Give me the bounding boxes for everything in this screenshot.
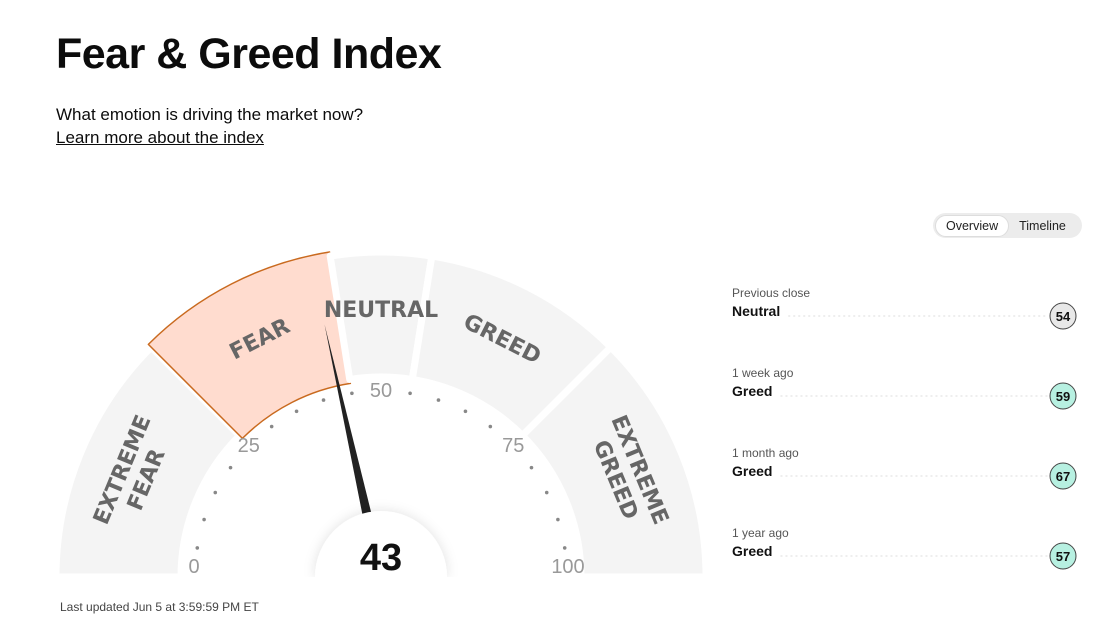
center-disc <box>315 511 447 577</box>
minor-dot <box>463 409 468 414</box>
gauge-segment <box>147 251 352 440</box>
tick-label: 75 <box>502 435 524 457</box>
subtitle: What emotion is driving the market now? <box>56 105 364 124</box>
baseline-mask <box>301 577 461 597</box>
tick-label: 50 <box>370 380 392 402</box>
history-label: Previous close <box>732 286 810 300</box>
gauge-segment <box>518 343 710 581</box>
history-value: 67 <box>1056 469 1070 484</box>
minor-dot <box>488 424 493 429</box>
minor-dot <box>213 490 218 495</box>
minor-dot <box>228 465 233 470</box>
history-rating: Greed <box>732 543 772 559</box>
minor-dot <box>294 409 299 414</box>
view-toggle: Overview Timeline <box>933 213 1082 238</box>
history-rating: Greed <box>732 463 772 479</box>
segment-label: NEUTRAL <box>324 298 438 323</box>
tick-label: 25 <box>238 435 260 457</box>
history-rating: Neutral <box>732 303 780 319</box>
minor-dot <box>195 546 200 550</box>
minor-dot <box>321 398 326 402</box>
segment-label-line: NEUTRAL <box>324 298 438 323</box>
tick-label: 0 <box>188 556 199 578</box>
minor-dot <box>269 424 274 429</box>
history-badge <box>1049 302 1077 330</box>
learn-more-link[interactable]: Learn more about the index <box>56 128 264 147</box>
minor-dot <box>562 546 567 550</box>
minor-dot <box>556 517 560 522</box>
minor-dot <box>408 391 412 396</box>
history-label: 1 year ago <box>732 526 789 540</box>
history-value: 59 <box>1056 389 1070 404</box>
history-label: 1 week ago <box>732 366 794 380</box>
history-value: 54 <box>1056 309 1071 324</box>
gauge-value: 43 <box>360 537 402 579</box>
history-value: 57 <box>1056 549 1070 564</box>
tab[interactable]: Overview <box>935 214 1010 237</box>
minor-dot <box>436 398 441 402</box>
tick-label: 100 <box>551 556 584 578</box>
minor-dot <box>350 391 354 396</box>
page-title: Fear & Greed Index <box>56 30 442 78</box>
history-rating: Greed <box>732 383 772 399</box>
last-updated: Last updated Jun 5 at 3:59:59 PM ET <box>60 600 259 614</box>
minor-dot <box>529 465 534 470</box>
history-badge <box>1049 382 1077 410</box>
minor-dot <box>544 490 549 495</box>
tab[interactable]: Timeline <box>1019 218 1066 233</box>
history-badge <box>1049 542 1077 570</box>
history-label: 1 month ago <box>732 446 799 460</box>
history-badge <box>1049 462 1077 490</box>
minor-dot <box>202 517 206 522</box>
